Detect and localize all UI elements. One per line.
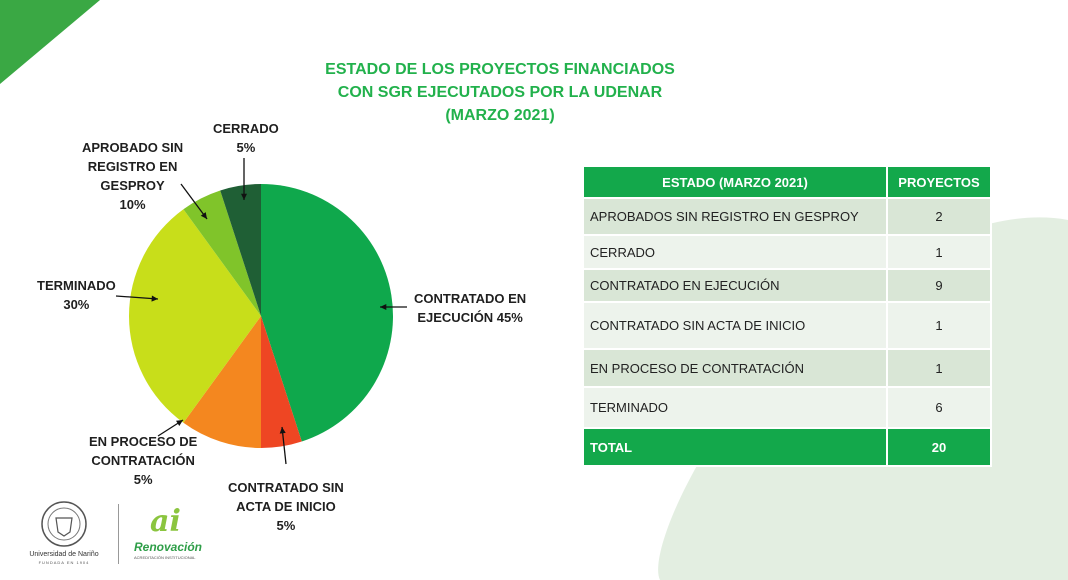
table-row: TERMINADO 6 bbox=[582, 386, 992, 429]
slice-label-line: CONTRATADO EN bbox=[414, 291, 527, 306]
status-table: ESTADO (MARZO 2021) PROYECTOS APROBADOS … bbox=[582, 165, 992, 467]
slice-label-line: APROBADO SIN bbox=[82, 140, 184, 155]
slice-label-line: 5% bbox=[133, 472, 153, 487]
university-name: Universidad de Nariño bbox=[29, 551, 99, 558]
arrowhead-en-proceso bbox=[176, 420, 183, 426]
slice-label-line: CERRADO bbox=[213, 121, 279, 136]
total-value: 20 bbox=[886, 427, 992, 467]
cell-proyectos: 9 bbox=[886, 268, 992, 303]
slice-label-line: EN PROCESO DE bbox=[89, 434, 198, 449]
slice-label-cerrado: CERRADO 5% bbox=[213, 119, 279, 157]
cell-estado: CONTRATADO EN EJECUCIÓN bbox=[582, 268, 888, 303]
slice-label-line: 10% bbox=[119, 197, 146, 212]
cell-proyectos: 6 bbox=[886, 386, 992, 429]
title-line-3: (MARZO 2021) bbox=[445, 107, 555, 124]
table-row: CONTRATADO SIN ACTA DE INICIO 1 bbox=[582, 301, 992, 350]
arrowhead-contratado-ejecucion bbox=[380, 304, 387, 310]
accreditation-name: Renovación bbox=[134, 540, 203, 554]
slice-label-en-proceso: EN PROCESO DE CONTRATACIÓN 5% bbox=[89, 432, 197, 489]
cell-proyectos: 1 bbox=[886, 301, 992, 350]
logo-divider bbox=[118, 504, 119, 564]
accreditation-mark: ai bbox=[150, 504, 181, 539]
title-line-1: ESTADO DE LOS PROYECTOS FINANCIADOS bbox=[325, 61, 675, 78]
slice-label-line: 30% bbox=[63, 297, 90, 312]
cell-estado: CONTRATADO SIN ACTA DE INICIO bbox=[582, 301, 888, 350]
total-label: TOTAL bbox=[582, 427, 888, 467]
header-estado: ESTADO (MARZO 2021) bbox=[582, 165, 888, 199]
table-row: EN PROCESO DE CONTRATACIÓN 1 bbox=[582, 348, 992, 388]
university-subtitle: FUNDADA EN 1904 bbox=[38, 560, 90, 565]
cell-proyectos: 1 bbox=[886, 348, 992, 388]
page-title: ESTADO DE LOS PROYECTOS FINANCIADOS CON … bbox=[270, 58, 730, 127]
pie-slice-contratado-sin-acta bbox=[261, 316, 302, 448]
arrowhead-cerrado bbox=[241, 193, 247, 200]
slice-label-contratado-sin-acta: CONTRATADO SIN ACTA DE INICIO 5% bbox=[228, 478, 344, 535]
total-row: TOTAL 20 bbox=[582, 427, 992, 467]
slice-label-terminado: TERMINADO 30% bbox=[37, 276, 116, 314]
cell-estado: APROBADOS SIN REGISTRO EN GESPROY bbox=[582, 197, 888, 236]
arrowhead-aprobado-sin-registro bbox=[200, 212, 207, 219]
cell-estado: EN PROCESO DE CONTRATACIÓN bbox=[582, 348, 888, 388]
arrowhead-contratado-sin-acta bbox=[279, 427, 286, 434]
header-proyectos: PROYECTOS bbox=[886, 165, 992, 199]
cell-estado: CERRADO bbox=[582, 234, 888, 270]
accreditation-subtitle: ACREDITACIÓN INSTITUCIONAL bbox=[134, 555, 196, 560]
cell-estado: TERMINADO bbox=[582, 386, 888, 429]
slice-label-line: TERMINADO bbox=[37, 278, 116, 293]
slice-label-aprobado-sin-registro: APROBADO SIN REGISTRO EN GESPROY 10% bbox=[82, 138, 183, 214]
slice-label-contratado-ejecucion: CONTRATADO EN EJECUCIÓN 45% bbox=[414, 289, 526, 327]
slice-label-line: REGISTRO EN bbox=[87, 159, 178, 174]
leader-arrow-terminado bbox=[115, 295, 159, 300]
arrowhead-terminado bbox=[151, 295, 158, 302]
table-row: APROBADOS SIN REGISTRO EN GESPROY 2 bbox=[582, 197, 992, 236]
slice-label-line: CONTRATADO SIN bbox=[228, 480, 344, 495]
footer-logos: Universidad de Nariño FUNDADA EN 1904 ai… bbox=[26, 496, 226, 568]
pie-slice-aprobado-sin-registro bbox=[183, 190, 261, 316]
pie-slice-en-proceso bbox=[183, 316, 261, 449]
cell-proyectos: 2 bbox=[886, 197, 992, 236]
slice-label-line: GESPROY bbox=[100, 178, 165, 193]
pie-slice-cerrado bbox=[220, 184, 261, 316]
slice-label-line: EJECUCIÓN 45% bbox=[417, 310, 523, 325]
slice-label-line: ACTA DE INICIO bbox=[236, 499, 336, 514]
table-row: CONTRATADO EN EJECUCIÓN 9 bbox=[582, 268, 992, 303]
leader-arrow-aprobado-sin-registro bbox=[180, 183, 208, 220]
title-line-2: CON SGR EJECUTADOS POR LA UDENAR bbox=[337, 84, 663, 101]
cell-proyectos: 1 bbox=[886, 234, 992, 270]
table-row: CERRADO 1 bbox=[582, 234, 992, 270]
slice-label-line: 5% bbox=[236, 140, 256, 155]
corner-decoration bbox=[0, 0, 100, 84]
pie-slice-terminado bbox=[128, 209, 261, 423]
university-seal-icon bbox=[41, 501, 87, 547]
slice-label-line: 5% bbox=[276, 518, 296, 533]
pie-slice-contratado-ejecucion bbox=[261, 183, 394, 442]
slice-label-line: CONTRATACIÓN bbox=[91, 453, 195, 468]
